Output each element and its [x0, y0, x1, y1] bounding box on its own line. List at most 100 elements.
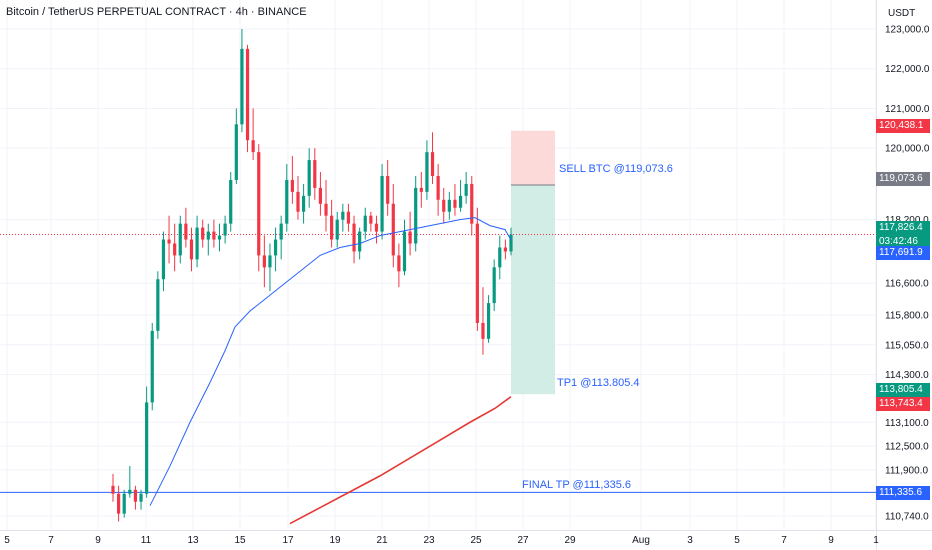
candle-body-up[interactable] — [122, 493, 126, 514]
candle-body-down[interactable] — [117, 493, 121, 514]
candle-body-down[interactable] — [251, 140, 255, 153]
candle-body-up[interactable] — [358, 231, 362, 252]
date-tick-label: 23 — [423, 535, 435, 546]
candle-body-down[interactable] — [184, 223, 188, 240]
candle-body-down[interactable] — [173, 243, 177, 256]
candle-body-up[interactable] — [150, 330, 154, 403]
candle-body-up[interactable] — [498, 247, 502, 268]
date-tick-label: 19 — [329, 535, 341, 546]
candle-body-down[interactable] — [470, 183, 474, 224]
candle-body-down[interactable] — [442, 199, 446, 212]
ma-fast-badge: 117,691.9 — [876, 246, 930, 260]
candle-body-up[interactable] — [464, 183, 468, 196]
candle-body-up[interactable] — [145, 402, 149, 494]
currency-label[interactable]: USDT — [888, 8, 916, 19]
ma-slow-line[interactable] — [289, 396, 512, 525]
candle-body-up[interactable] — [128, 489, 132, 494]
candle-body-up[interactable] — [156, 279, 160, 331]
candle-body-down[interactable] — [408, 231, 412, 244]
date-tick-label: 13 — [187, 535, 199, 546]
last-price-badge: 117,826.4 03:42:46 — [876, 221, 930, 248]
price-tick-label: 121,000.0 — [885, 104, 930, 115]
candle-body-down[interactable] — [290, 179, 294, 192]
candle-body-down[interactable] — [296, 191, 300, 212]
sell-annotation[interactable]: SELL BTC @119,073.6 — [559, 163, 673, 175]
candle-body-up[interactable] — [458, 195, 463, 208]
candle-body-down[interactable] — [189, 239, 194, 260]
candle-body-up[interactable] — [161, 239, 166, 280]
candle-body-down[interactable] — [318, 187, 323, 204]
candle-body-down[interactable] — [503, 247, 507, 252]
date-tick-label: 11 — [141, 535, 152, 546]
date-tick-label: 9 — [828, 535, 834, 546]
candle-body-down[interactable] — [201, 227, 205, 240]
candle-body-up[interactable] — [341, 211, 345, 220]
candle-body-down[interactable] — [391, 203, 395, 256]
candle-body-down[interactable] — [397, 255, 401, 272]
candle-body-down[interactable] — [257, 152, 261, 256]
date-tick-label: 9 — [95, 535, 101, 546]
date-tick-label: 21 — [376, 535, 388, 546]
candle-body-down[interactable] — [475, 223, 479, 323]
candle-body-down[interactable] — [369, 215, 373, 224]
candle-body-up[interactable] — [139, 493, 143, 502]
candle-body-up[interactable] — [509, 234, 513, 252]
stop-price-badge: 120,438.1 — [876, 119, 930, 133]
candle-body-down[interactable] — [262, 255, 266, 268]
candle-body-up[interactable] — [307, 160, 311, 196]
candle-body-up[interactable] — [273, 239, 278, 256]
candle-body-up[interactable] — [229, 179, 233, 224]
candle-body-down[interactable] — [133, 489, 138, 502]
candle-body-up[interactable] — [217, 235, 222, 240]
candle-body-up[interactable] — [402, 231, 407, 272]
candle-body-down[interactable] — [330, 215, 334, 240]
candle-body-up[interactable] — [492, 267, 496, 304]
candle-body-up[interactable] — [234, 124, 238, 180]
symbol-title[interactable]: Bitcoin / TetherUS PERPETUAL CONTRACT · … — [6, 6, 307, 18]
candle-body-down[interactable] — [419, 187, 423, 192]
candle-body-up[interactable] — [380, 175, 384, 232]
candle-body-up[interactable] — [425, 152, 429, 192]
ma-fast-line[interactable] — [149, 217, 512, 506]
candle-body-up[interactable] — [206, 231, 210, 240]
candle-body-up[interactable] — [301, 195, 306, 212]
candle-body-down[interactable] — [324, 203, 328, 216]
date-tick-label: 7 — [781, 535, 787, 546]
candle-body-down[interactable] — [453, 199, 457, 208]
date-tick-label: 29 — [564, 535, 576, 546]
date-tick-label: 15 — [234, 535, 246, 546]
candle-body-down[interactable] — [111, 485, 115, 494]
candle-body-down[interactable] — [436, 175, 440, 200]
tp1-price-badge: 113,805.4 — [876, 383, 930, 397]
candle-body-up[interactable] — [486, 303, 491, 339]
candle-body-up[interactable] — [178, 223, 182, 256]
candle-body-up[interactable] — [268, 255, 272, 268]
candle-body-down[interactable] — [352, 223, 356, 252]
stop-loss-zone[interactable] — [511, 130, 555, 185]
take-profit-zone[interactable] — [511, 184, 555, 395]
tp1-annotation[interactable]: TP1 @113.805.4 — [557, 377, 640, 389]
candle-body-up[interactable] — [223, 223, 227, 236]
candle-body-up[interactable] — [285, 179, 289, 224]
price-tick-label: 110,740.0 — [885, 512, 929, 523]
candle-body-down[interactable] — [245, 48, 250, 141]
price-tick-label: 115,050.0 — [885, 340, 929, 351]
candle-body-down[interactable] — [167, 239, 171, 244]
candle-body-up[interactable] — [414, 187, 418, 244]
candle-body-down[interactable] — [430, 152, 435, 176]
candle-body-down[interactable] — [212, 231, 216, 240]
candle-body-down[interactable] — [374, 223, 379, 232]
candle-body-up[interactable] — [363, 215, 367, 232]
candle-body-up[interactable] — [335, 219, 339, 240]
final-tp-annotation[interactable]: FINAL TP @111,335.6 — [522, 479, 632, 491]
candle-body-down[interactable] — [481, 322, 485, 339]
candle-body-down[interactable] — [386, 175, 390, 204]
candle-body-down[interactable] — [346, 211, 351, 224]
candle-body-down[interactable] — [313, 160, 317, 188]
candle-body-up[interactable] — [279, 223, 283, 240]
candle-body-up[interactable] — [240, 48, 244, 125]
candle-body-up[interactable] — [195, 227, 199, 260]
candle-body-up[interactable] — [447, 199, 451, 212]
